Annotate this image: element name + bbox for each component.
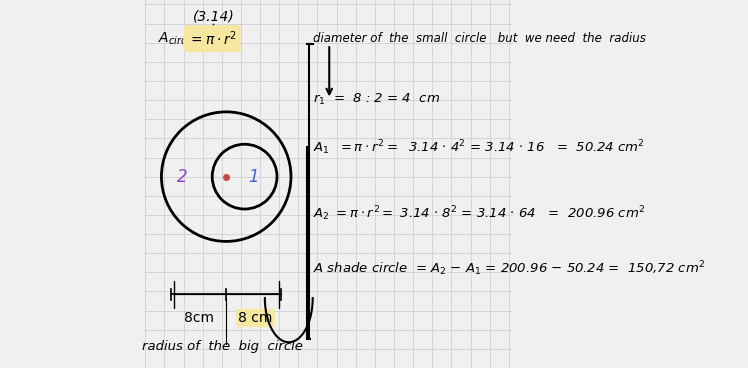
Text: 2: 2 xyxy=(177,168,187,185)
Text: 8 cm: 8 cm xyxy=(239,311,273,325)
Text: $= \pi \cdot r^2$: $= \pi \cdot r^2$ xyxy=(188,29,236,48)
Text: 1: 1 xyxy=(248,168,259,185)
Text: $A_2$ $= \pi \cdot r^2 =$ 3.14 $\cdot$ 8$^2$ = 3.14 $\cdot$ 64   =  200.96 cm$^2: $A_2$ $= \pi \cdot r^2 =$ 3.14 $\cdot$ 8… xyxy=(313,204,645,223)
Text: (3.14): (3.14) xyxy=(192,10,234,24)
Text: diameter of  the  small  circle   but  we need  the  radius: diameter of the small circle but we need… xyxy=(313,32,646,45)
Text: $A_{circle}$: $A_{circle}$ xyxy=(158,31,196,47)
Text: $A_1$  $= \pi \cdot r^2 =$  3.14 $\cdot$ 4$^2$ = 3.14 $\cdot$ 16   =  50.24 cm$^: $A_1$ $= \pi \cdot r^2 =$ 3.14 $\cdot$ 4… xyxy=(313,138,645,156)
Text: 8cm: 8cm xyxy=(183,311,214,325)
Text: radius of  the  big  circle: radius of the big circle xyxy=(142,340,303,353)
Text: A shade circle  = $A_2$ $-$ $A_1$ = 200.96 $-$ 50.24 =  150,72 cm$^2$: A shade circle = $A_2$ $-$ $A_1$ = 200.9… xyxy=(313,259,705,278)
Text: $r_1$  =  8 : 2 = 4  cm: $r_1$ = 8 : 2 = 4 cm xyxy=(313,92,440,107)
